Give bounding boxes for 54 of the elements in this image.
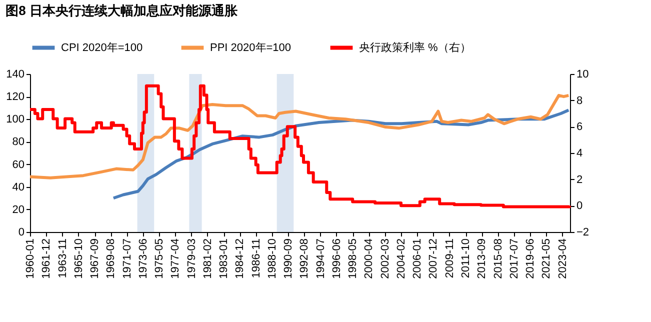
x-tick-label: 1969-08 xyxy=(105,238,118,279)
y2-tick-label: 10 xyxy=(576,68,589,80)
x-tick-label: 1961-12 xyxy=(40,238,53,279)
x-tick-label: 1977-04 xyxy=(170,238,182,279)
x-tick-label: 2011-10 xyxy=(460,238,472,278)
y-tick-label: 140 xyxy=(6,68,24,80)
x-tick-label: 1979-03 xyxy=(186,238,198,279)
x-tick-label: 2004-02 xyxy=(396,238,408,279)
x-tick-label: 2000-04 xyxy=(363,238,376,279)
y-tick-label: 120 xyxy=(6,91,24,104)
y-tick-label: 60 xyxy=(12,158,24,171)
x-tick-label: 1984-12 xyxy=(234,238,246,279)
x-tick-label: 1998-05 xyxy=(347,238,360,279)
x-tick-label: 1965-10 xyxy=(72,238,85,279)
x-tick-label: 2017-07 xyxy=(508,238,520,279)
y2-tick-label: 6 xyxy=(576,121,583,134)
y2-tick-label: −2 xyxy=(576,226,590,238)
x-tick-label: 1990-09 xyxy=(282,238,295,279)
y2-tick-label: 0 xyxy=(576,200,583,212)
x-tick-label: 2002-03 xyxy=(379,238,392,279)
x-tick-label: 2019-06 xyxy=(524,238,537,279)
y2-tick-label: 8 xyxy=(576,94,583,107)
x-tick-label: 2023-04 xyxy=(556,238,569,279)
y-tick-label: 40 xyxy=(12,181,24,194)
y2-tick-label: 4 xyxy=(576,148,583,160)
x-tick-label: 1973-06 xyxy=(137,238,150,279)
y-tick-label: 20 xyxy=(12,204,24,216)
y-tick-label: 0 xyxy=(18,226,24,238)
x-tick-label: 2009-11 xyxy=(444,238,456,278)
x-tick-label: 1996-06 xyxy=(330,238,343,279)
x-tick-label: 1971-07 xyxy=(121,238,134,279)
x-tick-label: 1967-09 xyxy=(89,238,102,279)
legend-label: PPI 2020年=100 xyxy=(210,42,292,54)
x-tick-label: 1960-01 xyxy=(24,238,36,279)
chart-title: 图8 日本央行连续大幅加息应对能源通胀 xyxy=(6,3,238,18)
y-tick-label: 100 xyxy=(6,114,24,126)
x-tick-label: 1988-10 xyxy=(266,238,278,279)
x-tick-label: 1975-05 xyxy=(154,238,166,279)
y-tick-label: 80 xyxy=(12,136,24,148)
legend-label: 央行政策利率 %（右） xyxy=(359,40,471,54)
x-tick-label: 1983-01 xyxy=(218,238,230,279)
x-tick-label: 1963-11 xyxy=(56,238,69,278)
line-series xyxy=(28,94,570,180)
x-tick-label: 2021-05 xyxy=(540,238,553,279)
x-tick-label: 1986-11 xyxy=(250,238,262,278)
x-tick-label: 2006-01 xyxy=(412,238,424,279)
x-tick-label: 1981-02 xyxy=(202,238,214,279)
x-tick-label: 2007-12 xyxy=(428,238,440,279)
x-tick-label: 1992-08 xyxy=(298,238,311,279)
x-tick-label: 2013-09 xyxy=(476,238,488,279)
y2-tick-label: 2 xyxy=(576,174,583,186)
x-tick-label: 1994-07 xyxy=(314,238,327,279)
x-tick-label: 2015-08 xyxy=(492,238,504,279)
legend-label: CPI 2020年=100 xyxy=(61,42,143,54)
